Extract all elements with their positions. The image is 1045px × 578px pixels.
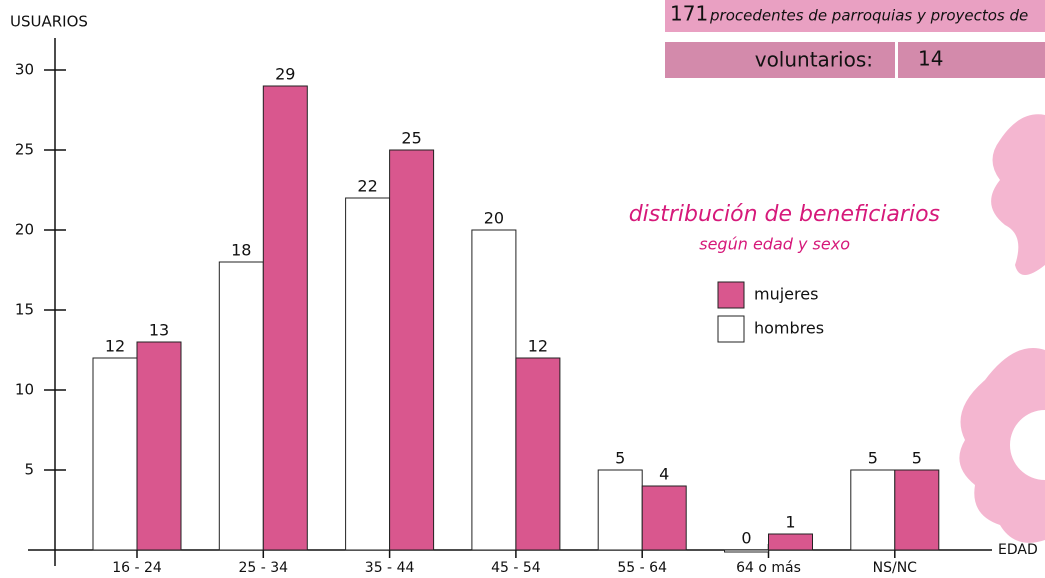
bar [346, 198, 390, 550]
x-tick-label: 55 - 64 [617, 560, 667, 576]
bar [598, 470, 642, 550]
y-tick-label: 5 [24, 461, 34, 479]
data-label: 22 [357, 177, 377, 196]
data-label: 5 [615, 449, 625, 468]
y-tick-label: 10 [15, 381, 34, 399]
volunteers-value: 14 [918, 47, 943, 71]
y-tick-label: 30 [15, 61, 34, 79]
legend-swatch [718, 316, 744, 342]
volunteers-label: voluntarios: [755, 48, 873, 72]
data-label: 4 [659, 465, 669, 484]
chart: 171 procedentes de parroquias y proyecto… [0, 0, 1045, 578]
bar [769, 534, 813, 550]
y-tick-label: 15 [15, 301, 34, 319]
x-tick-label: 45 - 54 [491, 560, 541, 576]
legend-label: hombres [754, 319, 824, 338]
decoration [959, 114, 1045, 543]
data-label: 12 [528, 337, 548, 356]
data-label: 5 [868, 449, 878, 468]
data-label: 0 [741, 529, 751, 548]
data-label: 29 [275, 65, 295, 84]
volunteers-divider [895, 42, 898, 78]
chart-title: distribución de beneficiarios [629, 202, 940, 227]
banner-count: 171 [670, 2, 708, 26]
y-axis-label: USUARIOS [10, 13, 88, 31]
bar [219, 262, 263, 550]
bar [472, 230, 516, 550]
bar [895, 470, 939, 550]
data-label: 5 [912, 449, 922, 468]
data-label: 13 [149, 321, 169, 340]
bar [93, 358, 137, 550]
x-tick-label: 35 - 44 [365, 560, 415, 576]
bar [137, 342, 181, 550]
bar [263, 86, 307, 550]
legend-label: mujeres [754, 285, 818, 304]
x-tick-label: 16 - 24 [112, 560, 162, 576]
y-tick-label: 25 [15, 141, 34, 159]
x-tick-label: 25 - 34 [239, 560, 289, 576]
x-axis-label: EDAD [998, 542, 1038, 558]
data-label: 18 [231, 241, 251, 260]
data-label: 20 [484, 209, 504, 228]
bar [516, 358, 560, 550]
data-label: 1 [785, 513, 795, 532]
x-tick-label: 64 o más [736, 560, 801, 576]
bar [390, 150, 434, 550]
chart-subtitle: según edad y sexo [699, 235, 850, 254]
data-label: 25 [401, 129, 421, 148]
bar [642, 486, 686, 550]
banner-text: procedentes de parroquias y proyectos de [709, 7, 1028, 25]
x-tick-label: NS/NC [873, 560, 918, 576]
bar [725, 550, 769, 552]
y-tick-label: 20 [15, 221, 34, 239]
data-label: 12 [105, 337, 125, 356]
legend-swatch [718, 282, 744, 308]
bar [851, 470, 895, 550]
